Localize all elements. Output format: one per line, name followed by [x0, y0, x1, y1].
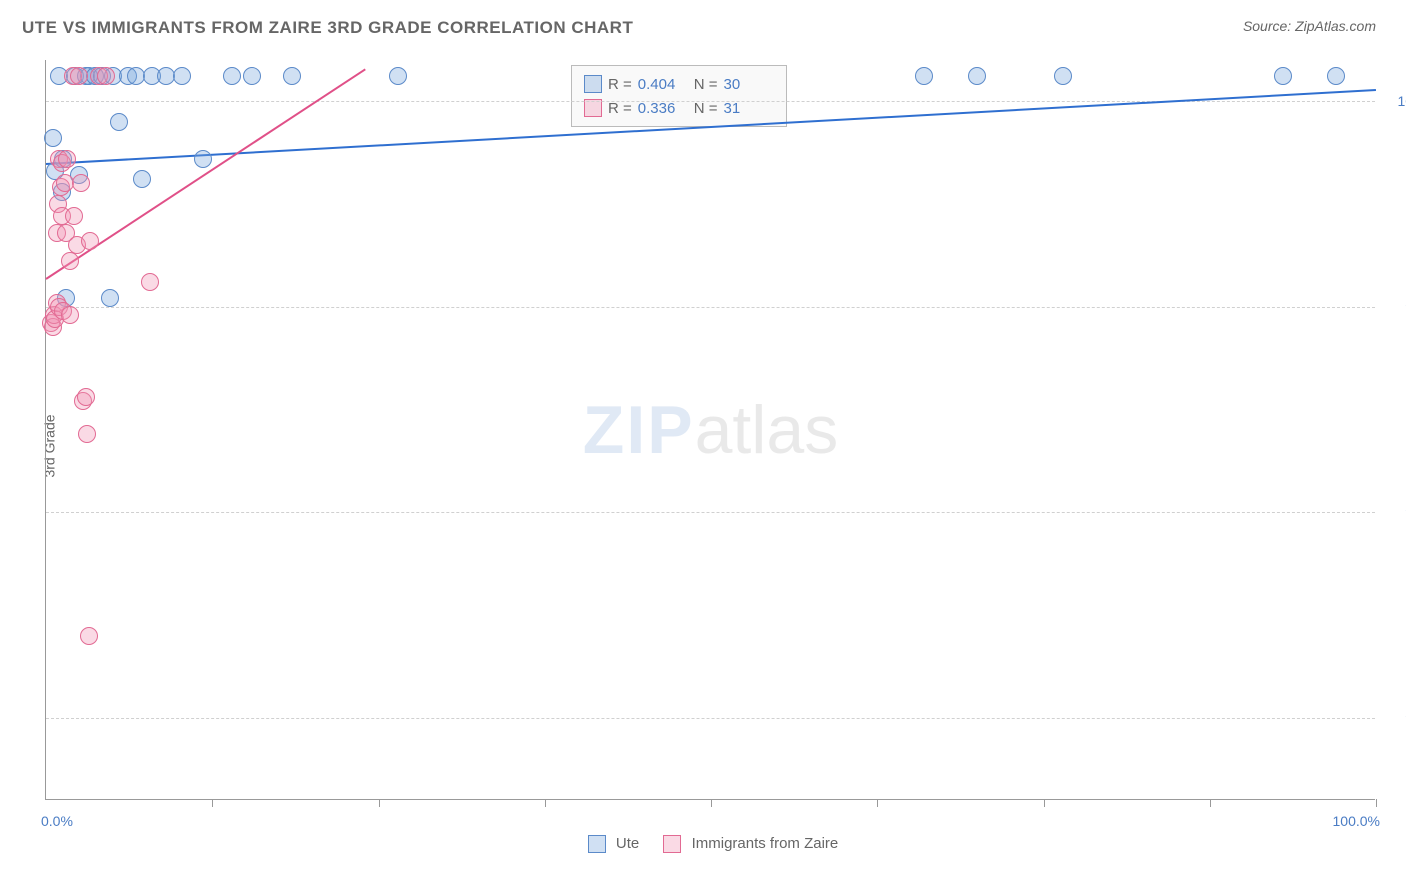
y-tick-label: 97.5%: [1385, 299, 1406, 315]
data-point: [77, 388, 95, 406]
data-point: [101, 289, 119, 307]
x-minor-tick: [877, 799, 878, 807]
data-point: [97, 67, 115, 85]
gridline: [46, 718, 1375, 719]
ute-r-value: 0.404: [638, 76, 688, 93]
data-point: [389, 67, 407, 85]
legend-row-ute: R = 0.404 N = 30: [584, 72, 774, 96]
data-point: [80, 627, 98, 645]
scatter-chart: ZIPatlas R = 0.404 N = 30 R = 0.336 N = …: [45, 60, 1375, 800]
correlation-legend: R = 0.404 N = 30 R = 0.336 N = 31: [571, 65, 787, 127]
data-point: [223, 67, 241, 85]
y-tick-label: 95.0%: [1385, 504, 1406, 520]
r-label: R =: [608, 76, 632, 93]
x-minor-tick: [212, 799, 213, 807]
data-point: [61, 252, 79, 270]
x-minor-tick: [1376, 799, 1377, 807]
watermark-atlas: atlas: [695, 392, 839, 468]
watermark-zip: ZIP: [583, 392, 695, 468]
zaire-legend-label: Immigrants from Zaire: [692, 835, 839, 852]
data-point: [72, 174, 90, 192]
x-tick-max: 100.0%: [1333, 813, 1380, 829]
data-point: [81, 232, 99, 250]
data-point: [173, 67, 191, 85]
data-point: [968, 67, 986, 85]
ute-legend-label: Ute: [616, 835, 639, 852]
data-point: [141, 273, 159, 291]
x-tick-min: 0.0%: [41, 813, 73, 829]
y-tick-label: 92.5%: [1385, 710, 1406, 726]
data-point: [1274, 67, 1292, 85]
x-minor-tick: [711, 799, 712, 807]
x-minor-tick: [1044, 799, 1045, 807]
source-label: Source: ZipAtlas.com: [1243, 18, 1376, 34]
ute-swatch-bottom: [588, 835, 606, 853]
x-minor-tick: [379, 799, 380, 807]
data-point: [110, 113, 128, 131]
data-point: [915, 67, 933, 85]
data-point: [283, 67, 301, 85]
gridline: [46, 307, 1375, 308]
ute-swatch: [584, 75, 602, 93]
data-point: [1327, 67, 1345, 85]
legend-row-zaire: R = 0.336 N = 31: [584, 96, 774, 120]
y-tick-label: 100.0%: [1385, 93, 1406, 109]
data-point: [70, 67, 88, 85]
watermark: ZIPatlas: [583, 391, 838, 469]
data-point: [78, 425, 96, 443]
data-point: [194, 150, 212, 168]
gridline: [46, 512, 1375, 513]
data-point: [58, 150, 76, 168]
n-label: N =: [694, 76, 718, 93]
data-point: [61, 306, 79, 324]
page-title: UTE VS IMMIGRANTS FROM ZAIRE 3RD GRADE C…: [22, 18, 633, 38]
x-minor-tick: [1210, 799, 1211, 807]
data-point: [1054, 67, 1072, 85]
data-point: [133, 170, 151, 188]
data-point: [65, 207, 83, 225]
ute-n-value: 30: [724, 76, 774, 93]
bottom-legend: Ute Immigrants from Zaire: [0, 835, 1406, 853]
x-minor-tick: [545, 799, 546, 807]
zaire-swatch-bottom: [663, 835, 681, 853]
data-point: [44, 129, 62, 147]
data-point: [243, 67, 261, 85]
